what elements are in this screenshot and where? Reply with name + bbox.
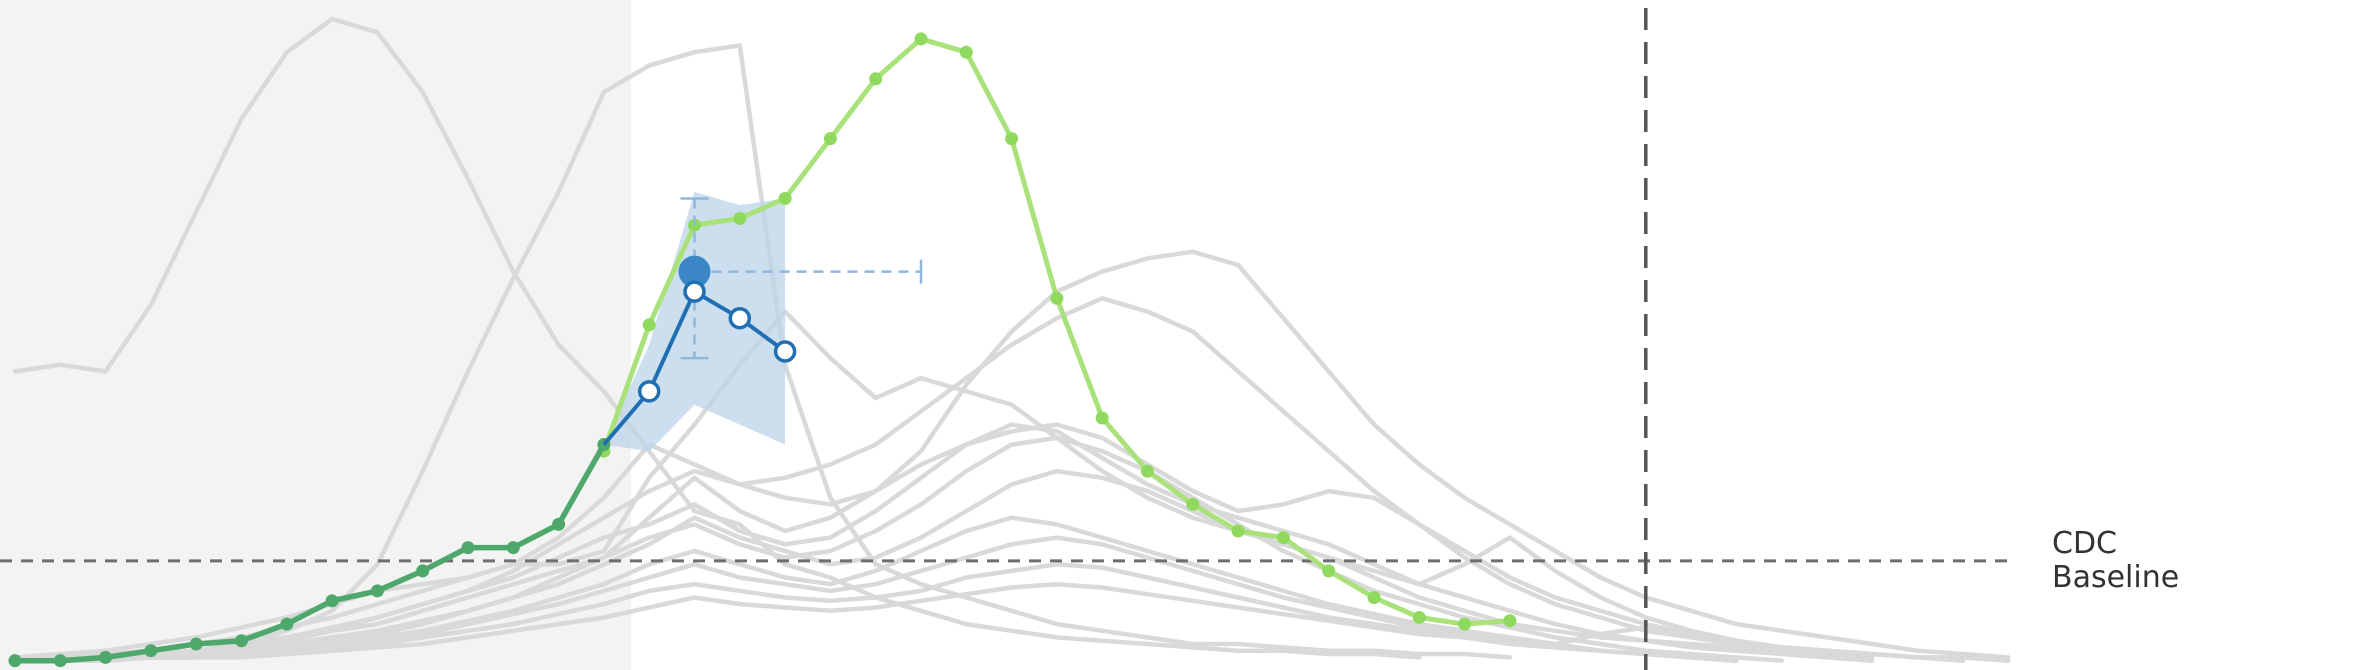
actual-series-point xyxy=(733,211,747,225)
history-series-line-5 xyxy=(12,296,1920,663)
actual-series-point xyxy=(959,45,973,59)
actual-series-point xyxy=(1367,591,1381,604)
forecast-series-point xyxy=(728,306,752,330)
actual-series-point xyxy=(642,318,656,332)
actual-series-point xyxy=(1095,411,1109,425)
observed-series-point xyxy=(235,634,248,648)
actual-series-point xyxy=(1231,524,1245,538)
observed-series-line xyxy=(15,443,607,664)
actual-series-point xyxy=(1503,614,1517,628)
actual-series-point xyxy=(869,72,883,86)
history-series-line-6 xyxy=(12,422,1875,663)
peak-estimate-layer xyxy=(678,197,923,360)
observed-series-point xyxy=(189,637,203,651)
actual-series-point xyxy=(1412,610,1426,624)
actual-series-point xyxy=(823,132,837,146)
cdc-baseline-label-line1: CDC xyxy=(2052,526,2117,561)
observed-series-point xyxy=(461,541,475,555)
actual-series-point xyxy=(1050,291,1064,305)
peak-estimate-point xyxy=(678,255,711,288)
actual-series-point xyxy=(1186,497,1200,511)
actual-series-point xyxy=(1276,531,1290,545)
observed-series-point xyxy=(280,617,294,631)
observed-series-point xyxy=(99,650,113,664)
observed-series-point xyxy=(53,654,67,668)
forecast-series-layer xyxy=(602,280,797,446)
forecast-series-point xyxy=(773,340,797,363)
history-series-line-9 xyxy=(12,468,1875,663)
observed-series-point xyxy=(8,654,22,668)
actual-series-point xyxy=(1141,464,1154,478)
actual-series-point xyxy=(1005,132,1019,146)
history-series-line-7 xyxy=(12,422,1875,663)
observed-series-point xyxy=(552,517,566,531)
observed-series-point xyxy=(144,644,158,658)
actual-series-point xyxy=(914,32,928,46)
observed-series-point xyxy=(506,541,520,555)
actual-series-layer xyxy=(597,32,1517,631)
actual-series-point xyxy=(778,192,792,205)
observed-series-point xyxy=(370,584,384,598)
history-series-line-13 xyxy=(12,581,1966,663)
forecast-series-point xyxy=(637,380,661,403)
observed-series-point xyxy=(325,594,339,608)
actual-series-point xyxy=(1458,617,1472,631)
actual-series-point xyxy=(1322,564,1336,578)
observed-series-point xyxy=(416,564,430,578)
cdc-baseline-layer: CDC Baseline xyxy=(0,526,2179,595)
forecast-series-point xyxy=(683,280,706,303)
cdc-baseline-label-line2: Baseline xyxy=(2052,560,2179,595)
